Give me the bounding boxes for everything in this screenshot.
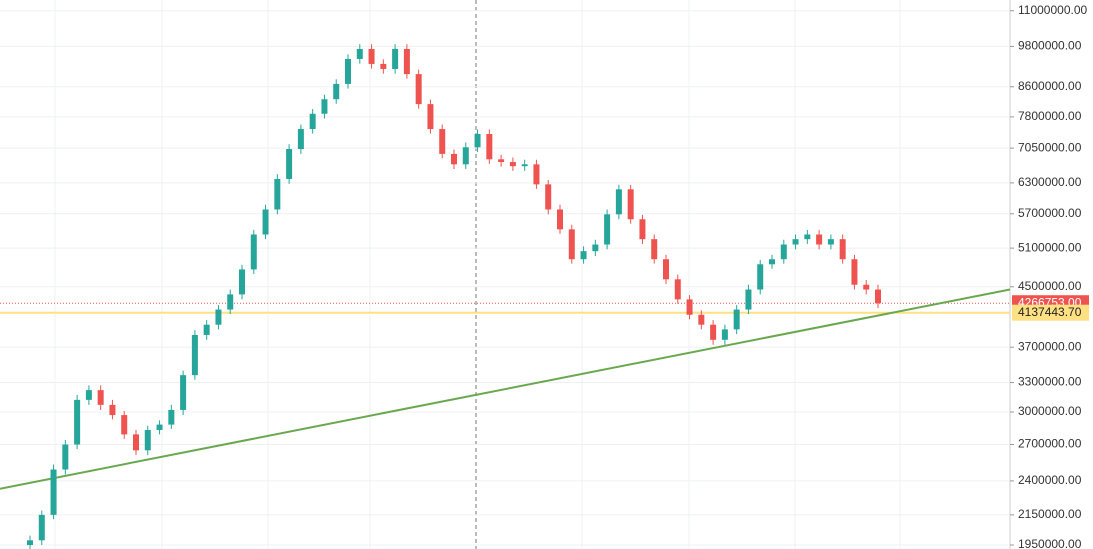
candle-body <box>439 129 446 154</box>
y-tick-label: 6300000.00 <box>1018 175 1082 189</box>
y-tick-label: 5100000.00 <box>1018 240 1082 254</box>
candle-body <box>109 404 116 416</box>
y-tick-label: 4500000.00 <box>1018 279 1082 293</box>
candle-body <box>191 334 198 376</box>
candle-body <box>698 314 705 325</box>
y-tick-label: 3300000.00 <box>1018 375 1082 389</box>
y-tick-label: 3700000.00 <box>1018 339 1082 353</box>
vertical-grid <box>54 0 901 549</box>
candle-body <box>816 234 823 245</box>
candle-body <box>133 434 139 451</box>
candle-body <box>663 259 669 280</box>
candle-body <box>97 390 104 405</box>
candle-body <box>274 178 281 210</box>
candle-body <box>356 48 363 59</box>
candle-body <box>403 48 410 75</box>
candle-body <box>227 294 234 310</box>
candle-body <box>309 113 316 130</box>
candle-body <box>427 104 434 130</box>
candle-body <box>710 324 717 340</box>
candle-body <box>839 239 846 260</box>
candle-body <box>215 309 222 325</box>
candle-body <box>863 284 870 290</box>
candle-body <box>392 48 399 69</box>
candle-body <box>85 390 92 400</box>
candle-body <box>592 244 599 252</box>
candle-body <box>74 399 81 445</box>
candle-body <box>321 99 328 114</box>
candle-body <box>250 234 257 270</box>
candle-body <box>50 469 57 515</box>
candle-body <box>451 153 457 165</box>
candle-body <box>769 259 775 265</box>
candle-body <box>521 164 528 167</box>
candle-body <box>333 83 340 100</box>
y-tick-label: 9800000.00 <box>1018 39 1082 53</box>
candle-body <box>627 189 634 220</box>
y-tick-label: 2400000.00 <box>1018 473 1082 487</box>
candle-body <box>686 299 693 315</box>
y-tick-label: 2700000.00 <box>1018 437 1082 451</box>
price-label-box <box>1012 304 1089 321</box>
candle-body <box>498 159 505 163</box>
candle-body <box>38 514 45 541</box>
candle-body <box>804 234 811 240</box>
candle-body <box>792 239 799 245</box>
candle-body <box>27 540 33 546</box>
candle-body <box>674 279 681 300</box>
candle-body <box>203 324 210 335</box>
candle-body <box>144 430 151 451</box>
candle-body <box>557 209 563 230</box>
candle-body <box>615 189 622 215</box>
candle-body <box>180 375 187 410</box>
candle-body <box>875 289 881 304</box>
candle-body <box>415 74 422 105</box>
candle-body <box>286 149 293 179</box>
candle-body <box>533 164 540 185</box>
y-tick-label: 5700000.00 <box>1018 206 1082 220</box>
candle-body <box>580 251 587 260</box>
candle-body <box>297 129 304 150</box>
candle-body <box>509 162 516 167</box>
candle-body <box>757 264 764 290</box>
candle-body <box>639 219 646 240</box>
candle-body <box>745 289 752 310</box>
candle-body <box>239 269 245 295</box>
y-tick-label: 7800000.00 <box>1018 109 1082 123</box>
y-tick-label: 2150000.00 <box>1018 507 1082 521</box>
candle-body <box>345 58 351 84</box>
candle-body <box>851 259 858 285</box>
candle-body <box>545 184 552 210</box>
y-tick-label: 7050000.00 <box>1018 140 1082 154</box>
candle-body <box>368 48 375 64</box>
price-label: 4137443.70 <box>1018 305 1082 319</box>
candle-body <box>168 409 175 425</box>
candle-body <box>474 134 481 148</box>
candle-body <box>827 239 834 245</box>
candle-body <box>733 309 740 330</box>
candle-body <box>486 134 493 160</box>
y-tick-label: 11000000.00 <box>1018 3 1088 17</box>
candle-body <box>121 415 128 435</box>
candle-body <box>651 239 658 260</box>
candle-body <box>156 424 163 431</box>
candle-body <box>780 244 787 260</box>
y-tick-label: 3000000.00 <box>1018 404 1082 418</box>
candle-body <box>62 444 69 470</box>
candle-body <box>262 209 269 235</box>
y-tick-label: 1950000.00 <box>1018 537 1082 549</box>
candle-body <box>380 63 387 69</box>
candle-body <box>462 147 469 165</box>
candle-body <box>568 229 575 260</box>
y-tick-label: 8600000.00 <box>1018 79 1082 93</box>
candle-body <box>604 214 611 245</box>
trendline <box>0 288 1011 490</box>
candle-body <box>721 329 728 340</box>
